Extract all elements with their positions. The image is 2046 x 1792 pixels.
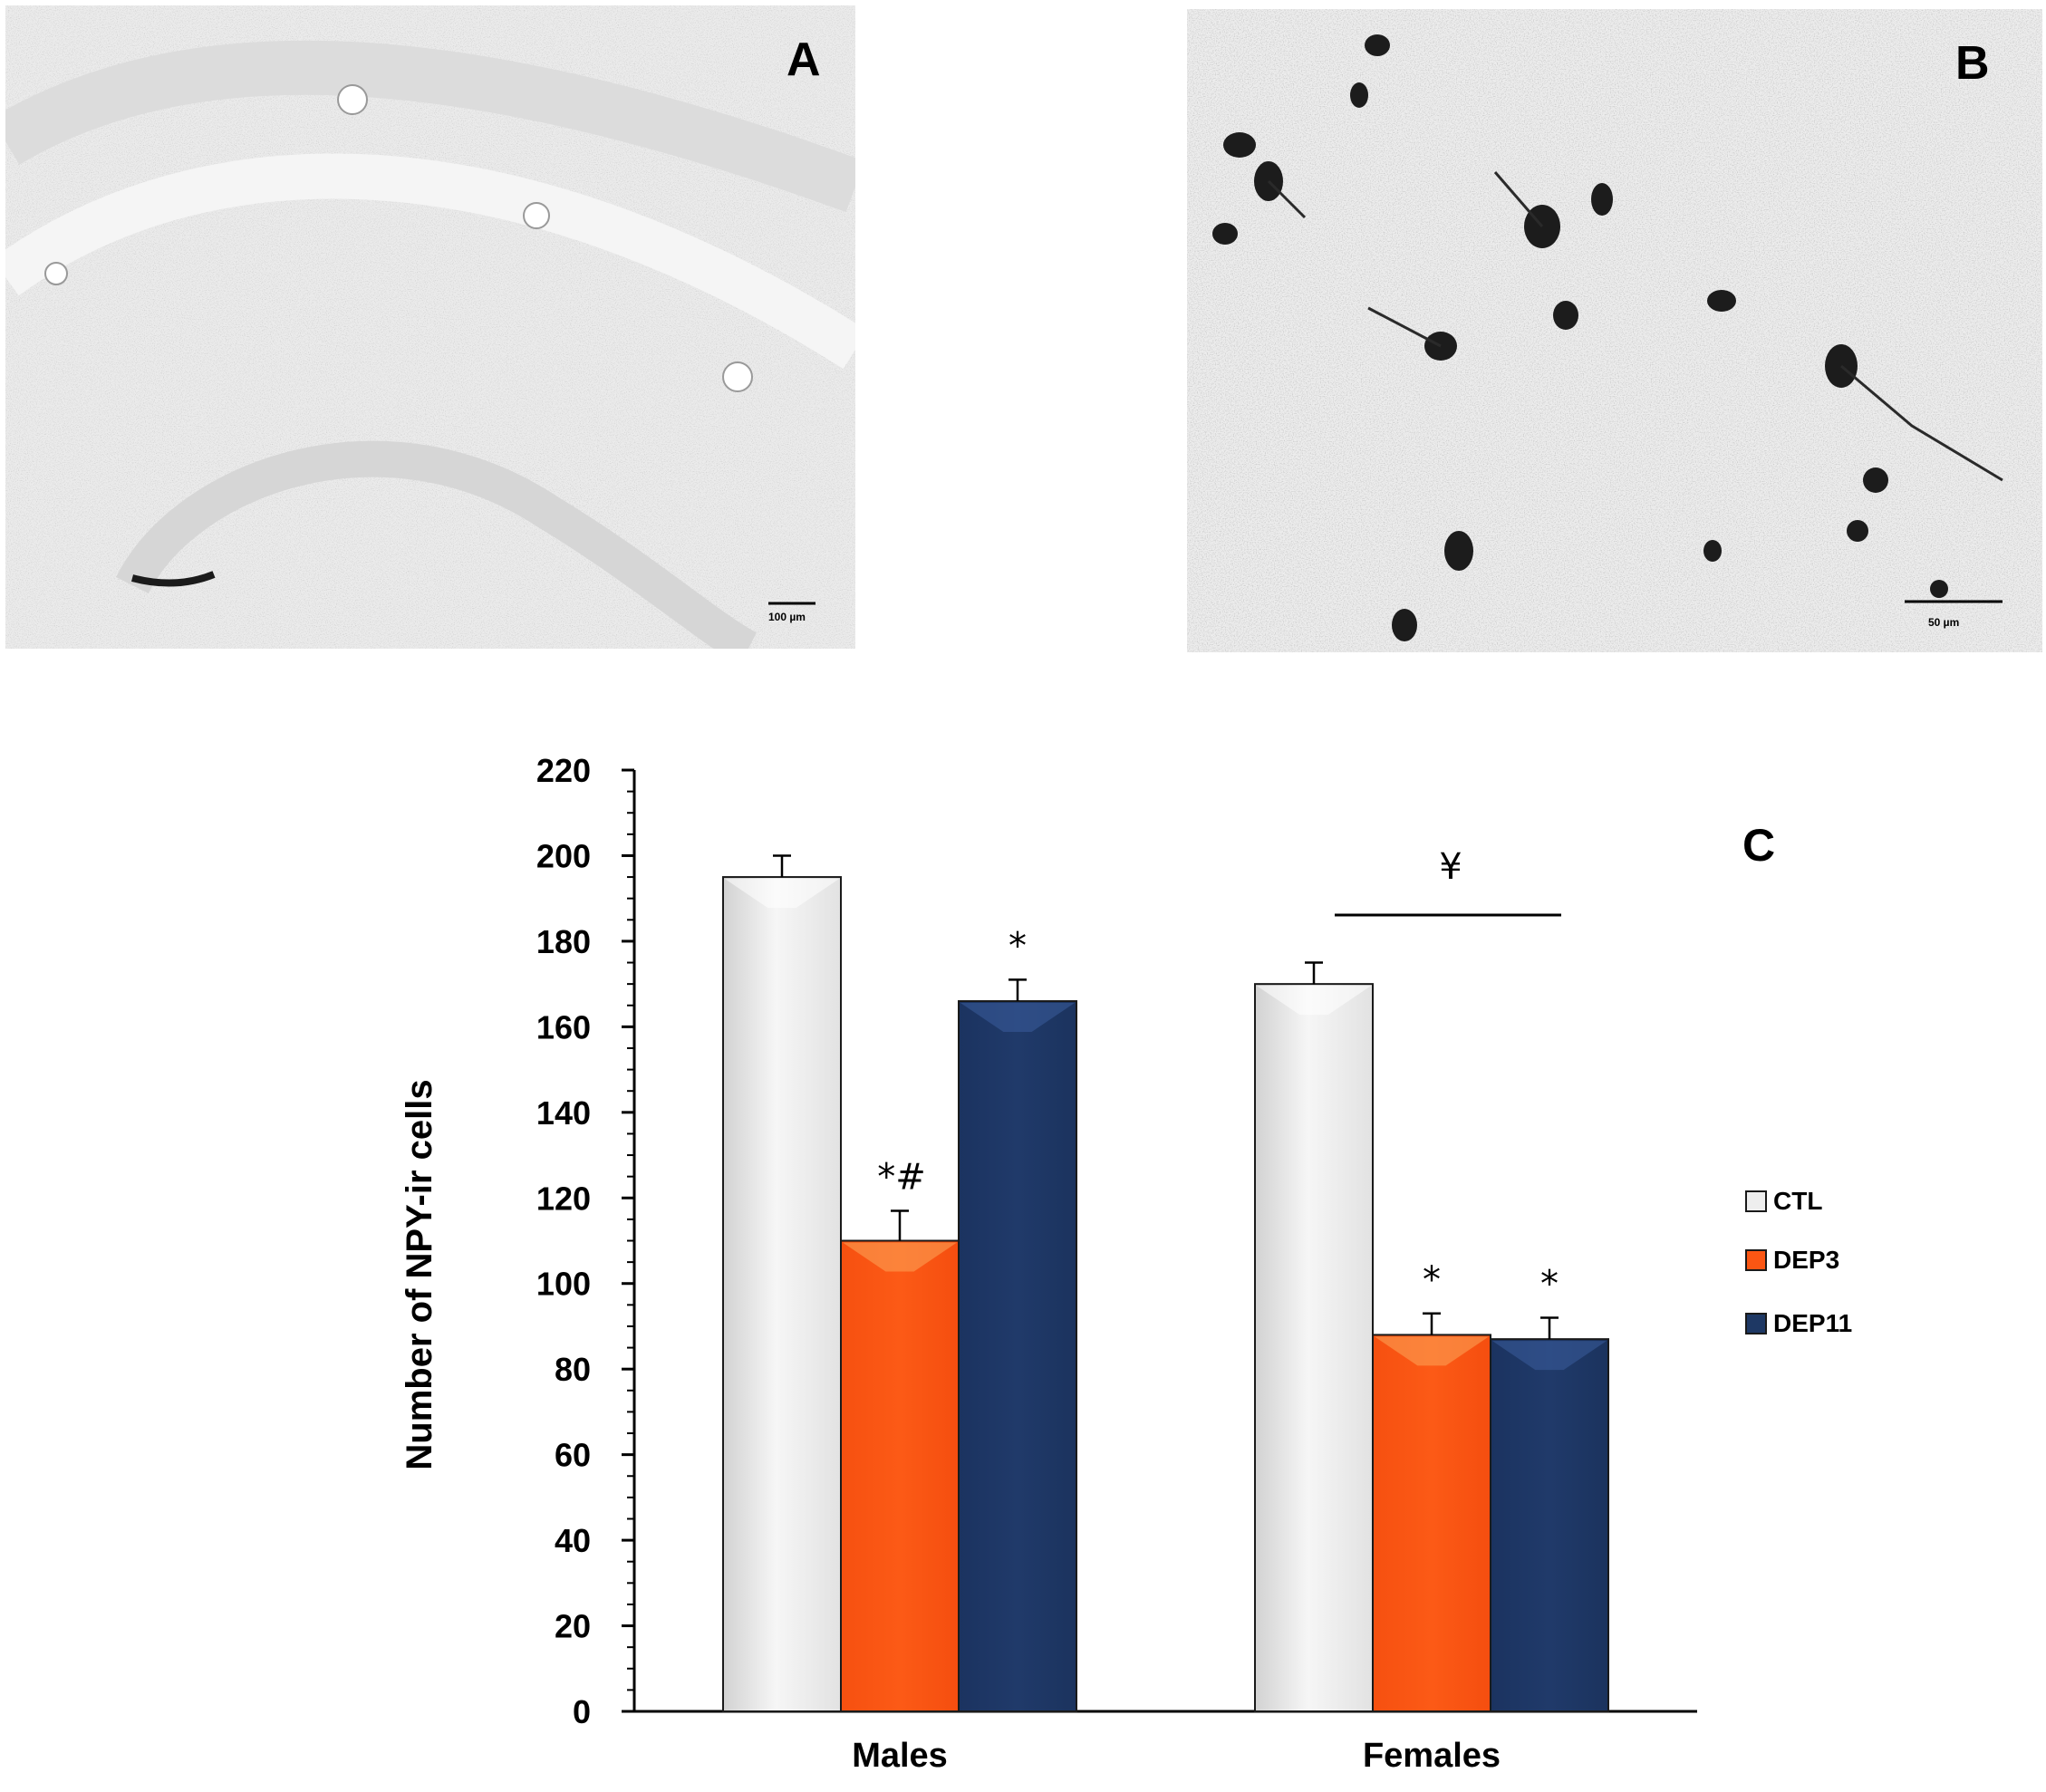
- bar-bevel: [1492, 1341, 1607, 1371]
- bar-dep3-males: [840, 1239, 960, 1712]
- plot-area: 0 20 40 60 80 100 120 140 160 180 200 220 *# * Males * *…: [536, 752, 1852, 1775]
- y-tick-label: 120: [536, 1180, 591, 1217]
- legend-label-dep11: DEP11: [1773, 1309, 1852, 1337]
- y-tick-label: 200: [536, 837, 591, 874]
- legend-label-dep3: DEP3: [1773, 1246, 1839, 1274]
- micrograph-panel-b: B 50 µm: [1187, 9, 2042, 652]
- bar-dep11-males: [958, 1000, 1077, 1712]
- y-tick-label: 0: [573, 1693, 591, 1730]
- bar-bevel: [1257, 986, 1371, 1016]
- y-tick-label: 140: [536, 1094, 591, 1132]
- y-tick-label: 20: [555, 1608, 591, 1645]
- legend-swatch-ctl: [1745, 1190, 1767, 1212]
- panel-c-letter: C: [1742, 820, 1775, 871]
- y-tick-label: 180: [536, 923, 591, 960]
- significance-marker: *: [1540, 1264, 1559, 1305]
- legend-label-ctl: CTL: [1773, 1187, 1822, 1215]
- bar-bevel: [1375, 1336, 1489, 1366]
- bar-ctl-males: [722, 876, 842, 1712]
- bar-ctl-females: [1254, 983, 1374, 1712]
- micrograph-a-image: [5, 5, 855, 649]
- y-tick-label: 80: [555, 1351, 591, 1388]
- significance-marker: *: [1009, 925, 1027, 967]
- bar-bevel: [725, 879, 839, 909]
- x-category-label: Females: [1363, 1737, 1501, 1775]
- significance-marker: *: [1423, 1259, 1441, 1301]
- micrograph-panel-a: A 100 µm: [5, 5, 855, 649]
- y-tick-label: 100: [536, 1266, 591, 1303]
- y-axis-label: Number of NPY-ir cells: [400, 1079, 439, 1469]
- bar-bevel: [843, 1242, 957, 1272]
- y-tick-label: 220: [536, 752, 591, 789]
- scale-bar-b-label: 50 µm: [1928, 616, 1960, 629]
- panel-a-letter: A: [787, 34, 821, 86]
- bar-bevel: [960, 1003, 1075, 1033]
- micrograph-b-image: [1187, 9, 2042, 652]
- significance-group-marker: ¥: [1439, 846, 1462, 888]
- significance-marker: *#: [877, 1156, 926, 1198]
- bar-dep3-females: [1372, 1334, 1491, 1713]
- y-tick-label: 60: [555, 1437, 591, 1474]
- bar-dep11-females: [1490, 1338, 1609, 1712]
- x-category-label: Males: [852, 1737, 948, 1775]
- y-tick-label: 40: [555, 1522, 591, 1559]
- y-tick-label: 160: [536, 1008, 591, 1045]
- legend-swatch-dep3: [1745, 1249, 1767, 1271]
- panel-b-letter: B: [1955, 37, 1990, 90]
- scale-bar-a-label: 100 µm: [768, 611, 806, 623]
- legend-swatch-dep11: [1745, 1313, 1767, 1334]
